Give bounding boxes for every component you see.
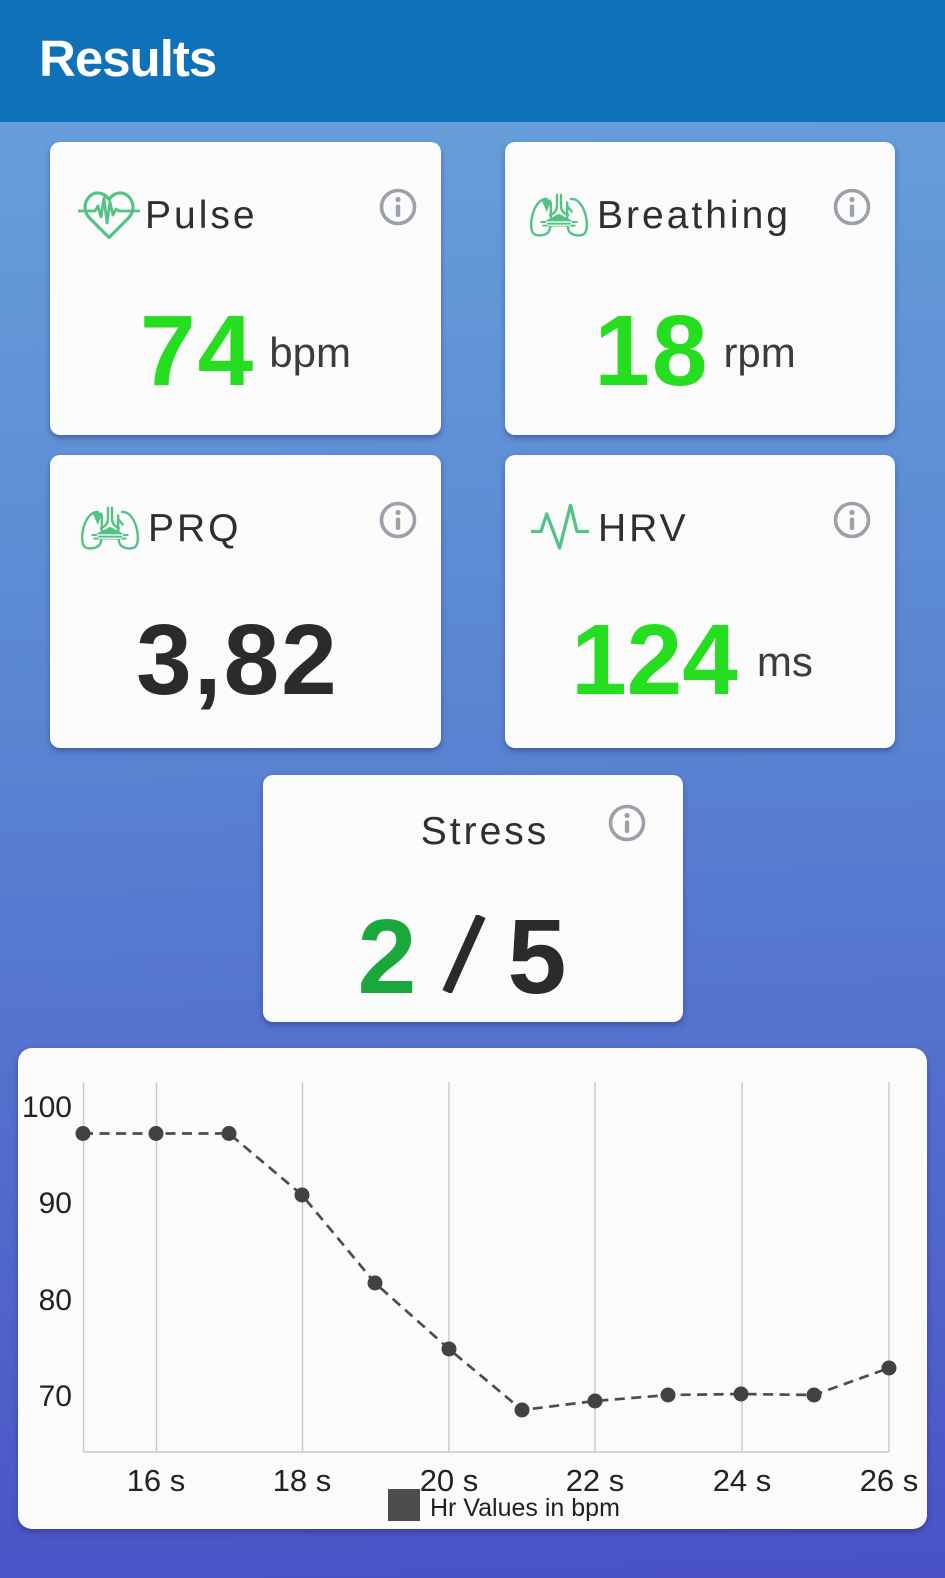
svg-text:90: 90	[39, 1187, 72, 1220]
svg-text:80: 80	[39, 1284, 72, 1317]
svg-text:20 s: 20 s	[420, 1463, 479, 1498]
svg-text:24 s: 24 s	[713, 1463, 772, 1498]
svg-text:Hr Values in bpm: Hr Values in bpm	[430, 1494, 620, 1522]
svg-text:26 s: 26 s	[860, 1463, 919, 1498]
svg-text:18 s: 18 s	[273, 1463, 332, 1498]
svg-text:16 s: 16 s	[127, 1463, 186, 1498]
svg-text:100: 100	[22, 1091, 72, 1124]
svg-text:70: 70	[39, 1380, 72, 1413]
svg-text:22 s: 22 s	[566, 1463, 625, 1498]
